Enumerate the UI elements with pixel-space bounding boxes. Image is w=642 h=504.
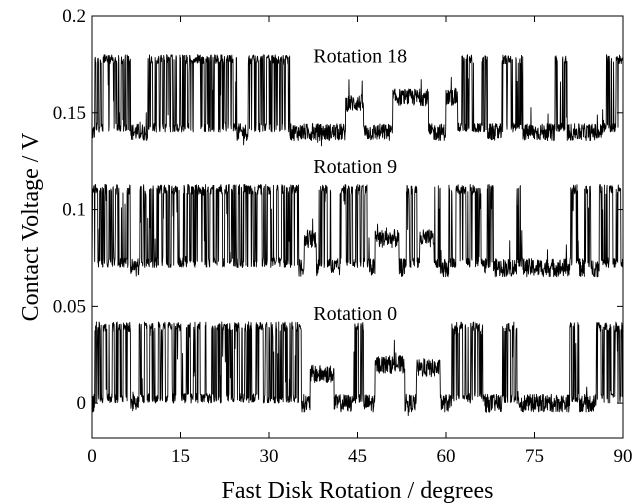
x-tick-label: 60 bbox=[437, 446, 456, 467]
series-label-0: Rotation 18 bbox=[313, 45, 407, 67]
x-tick-label: 0 bbox=[87, 446, 97, 467]
y-tick-label: 0.15 bbox=[53, 103, 86, 124]
series-label-1: Rotation 9 bbox=[313, 156, 397, 178]
x-tick-label: 90 bbox=[614, 446, 633, 467]
x-tick-label: 15 bbox=[171, 446, 190, 467]
x-tick-label: 30 bbox=[260, 446, 279, 467]
series-traces bbox=[91, 54, 624, 417]
series-label-2: Rotation 0 bbox=[313, 303, 397, 325]
y-axis-label: Contact Voltage / V bbox=[18, 132, 44, 321]
x-tick-label: 75 bbox=[525, 446, 544, 467]
x-axis-label: Fast Disk Rotation / degrees bbox=[222, 478, 494, 504]
y-tick-label: 0.1 bbox=[62, 200, 86, 221]
y-tick-label: 0.05 bbox=[53, 296, 86, 317]
x-tick-label: 45 bbox=[348, 446, 367, 467]
series-trace-0 bbox=[91, 54, 624, 147]
series-trace-2 bbox=[91, 321, 624, 417]
axis-ticks: 0 15 30 45 60 75 90 0 0.05 0.1 0.15 0.2 bbox=[53, 6, 633, 467]
y-tick-label: 0.2 bbox=[62, 6, 86, 27]
series-labels: Rotation 18 Rotation 9 Rotation 0 bbox=[313, 45, 407, 324]
series-trace-1 bbox=[91, 183, 624, 278]
y-tick-label: 0 bbox=[77, 393, 87, 414]
